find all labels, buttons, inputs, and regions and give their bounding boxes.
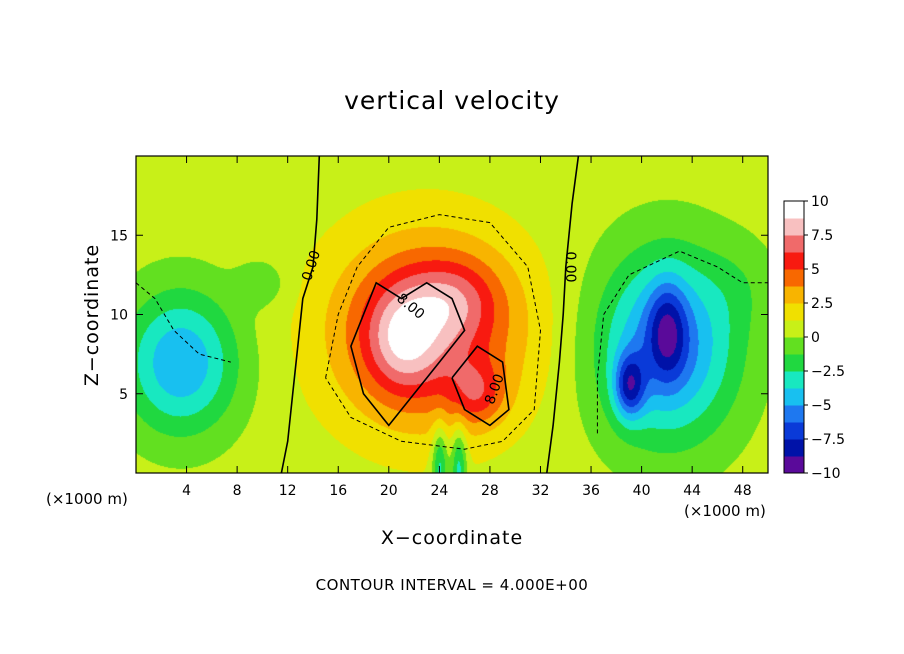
- colorbar-tick-label: −10: [811, 466, 841, 482]
- contour-eight-left: [350, 281, 466, 427]
- colorbar-segment: [784, 405, 804, 423]
- colorbar-tick-label: −7.5: [811, 432, 845, 448]
- x-tick-label: 8: [233, 483, 242, 499]
- colorbar-segment: [784, 201, 804, 219]
- y-tick-label: 15: [110, 228, 128, 244]
- x-tick-label: 12: [279, 483, 297, 499]
- colorbar-segment: [784, 388, 804, 406]
- x-tick-label: 36: [582, 483, 600, 499]
- contour-label: 0.00: [562, 251, 578, 282]
- colorbar-tick-label: 0: [811, 330, 820, 346]
- x-tick-label: 4: [182, 483, 191, 499]
- colorbar-segment: [784, 235, 804, 253]
- colorbar-tick-label: 5: [811, 262, 820, 278]
- velocity-field-heatmap: [136, 156, 768, 473]
- colorbar-tick-label: 2.5: [811, 296, 833, 312]
- colorbar-tick-label: −2.5: [811, 364, 845, 380]
- colorbar-tick-label: −5: [811, 398, 832, 414]
- contour-updraft-envelope: [325, 214, 542, 450]
- contour-left-downdraft: [135, 282, 231, 363]
- colorbar-segment: [784, 439, 804, 457]
- x-unit-label-left: (×1000 m): [46, 490, 128, 508]
- contour-zero-right: [546, 155, 580, 474]
- x-tick-label: 44: [683, 483, 701, 499]
- contour-eight-right: [451, 345, 510, 427]
- colorbar-tick-label: 7.5: [811, 228, 833, 244]
- y-tick-label: 10: [110, 308, 128, 324]
- colorbar-segment: [784, 354, 804, 372]
- colorbar-segment: [784, 269, 804, 287]
- colorbar-segment: [784, 286, 804, 304]
- x-tick-label: 24: [430, 483, 448, 499]
- colorbar-segment: [784, 456, 804, 474]
- colorbar-tick-label: 10: [811, 194, 829, 210]
- contour-interval-note: CONTOUR INTERVAL = 4.000E+00: [315, 576, 589, 594]
- colorbar-segment: [784, 337, 804, 355]
- colorbar-segment: [784, 422, 804, 440]
- x-axis-label: X−coordinate: [380, 527, 524, 549]
- colorbar-segment: [784, 371, 804, 389]
- colorbar-segment: [784, 218, 804, 236]
- colorbar-segment: [784, 303, 804, 321]
- colorbar-segment: [784, 320, 804, 338]
- x-tick-label: 40: [633, 483, 651, 499]
- x-unit-label-right: (×1000 m): [684, 502, 766, 520]
- contour-zero-left: [280, 155, 321, 474]
- contour-downdraft-envelope: [596, 250, 768, 434]
- colorbar-segment: [784, 252, 804, 270]
- x-tick-label: 48: [734, 483, 752, 499]
- x-tick-label: 20: [380, 483, 398, 499]
- x-tick-label: 28: [481, 483, 499, 499]
- y-tick-label: 5: [119, 387, 128, 403]
- x-tick-label: 32: [532, 483, 550, 499]
- x-tick-label: 16: [329, 483, 347, 499]
- chart-title: vertical velocity: [344, 86, 560, 115]
